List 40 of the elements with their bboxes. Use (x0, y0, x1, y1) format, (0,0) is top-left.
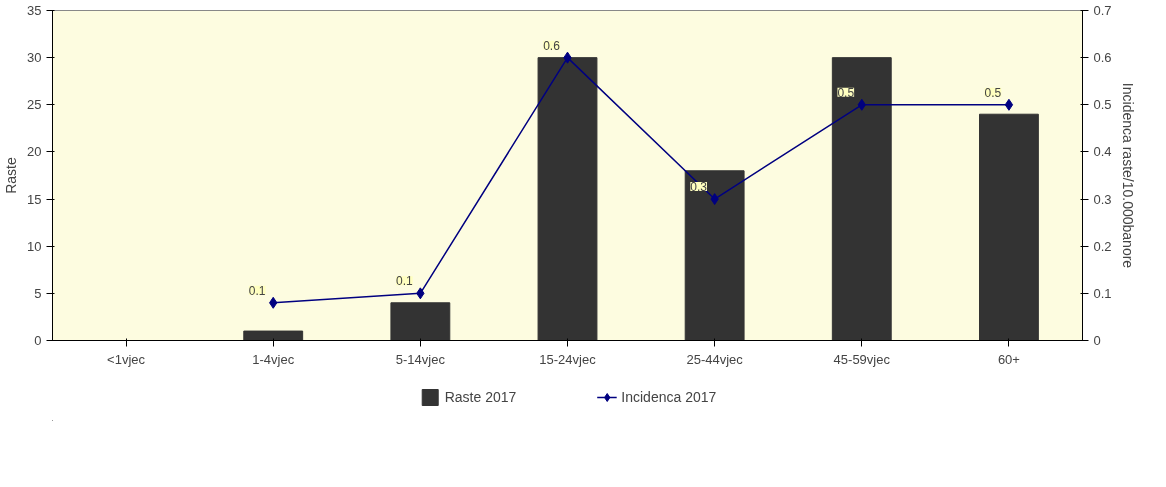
bar (537, 57, 598, 341)
y-tick-label: 10 (27, 238, 42, 254)
data-label: 0.1 (396, 274, 414, 289)
y-tick-label: 0 (34, 333, 42, 348)
y2-tick-label: 0.2 (1093, 238, 1112, 254)
bar (831, 57, 892, 341)
y2-tick-label: 0 (1093, 333, 1101, 348)
bar (390, 302, 451, 341)
bar (243, 330, 304, 341)
x-tick-label: 45-59vjec (833, 351, 891, 367)
legend-label: Raste 2017 (444, 389, 517, 405)
y-tick-label: 35 (27, 3, 42, 18)
y2-tick-label: 0.4 (1093, 144, 1112, 160)
bar (684, 170, 745, 341)
data-label: 0.3 (690, 180, 708, 195)
y2-tick-label: 0.6 (1093, 50, 1112, 66)
y2-axis-title: Incidenca raste/10.000banore (1119, 82, 1136, 269)
x-tick-label: <1vjec (107, 351, 146, 367)
x-tick-label: 15-24vjec (539, 351, 597, 367)
data-label: 0.5 (837, 85, 855, 100)
y-axis-title: Raste (3, 157, 20, 194)
y-tick-label: 5 (34, 285, 42, 301)
x-tick-label: 1-4vjec (252, 351, 295, 367)
x-tick-label: 5-14vjec (395, 351, 446, 367)
data-label: 0.5 (984, 85, 1002, 100)
y-tick-label: 20 (27, 144, 42, 160)
y2-tick-label: 0.3 (1093, 191, 1112, 207)
y-tick-label: 25 (27, 97, 42, 113)
x-tick-label: 60+ (997, 351, 1020, 367)
x-tick-label: 25-44vjec (686, 351, 744, 367)
data-label: 0.1 (248, 283, 266, 298)
y2-tick-label: 0.7 (1093, 3, 1112, 18)
y2-tick-label: 0.1 (1093, 285, 1112, 301)
bar (979, 113, 1039, 341)
legend-label: Incidenca 2017 (621, 389, 717, 405)
point (1004, 98, 1014, 111)
data-label: 0.6 (543, 38, 561, 53)
y-tick-label: 15 (27, 191, 42, 207)
y-tick-label: 30 (27, 50, 42, 66)
y2-tick-label: 0.5 (1093, 97, 1112, 113)
